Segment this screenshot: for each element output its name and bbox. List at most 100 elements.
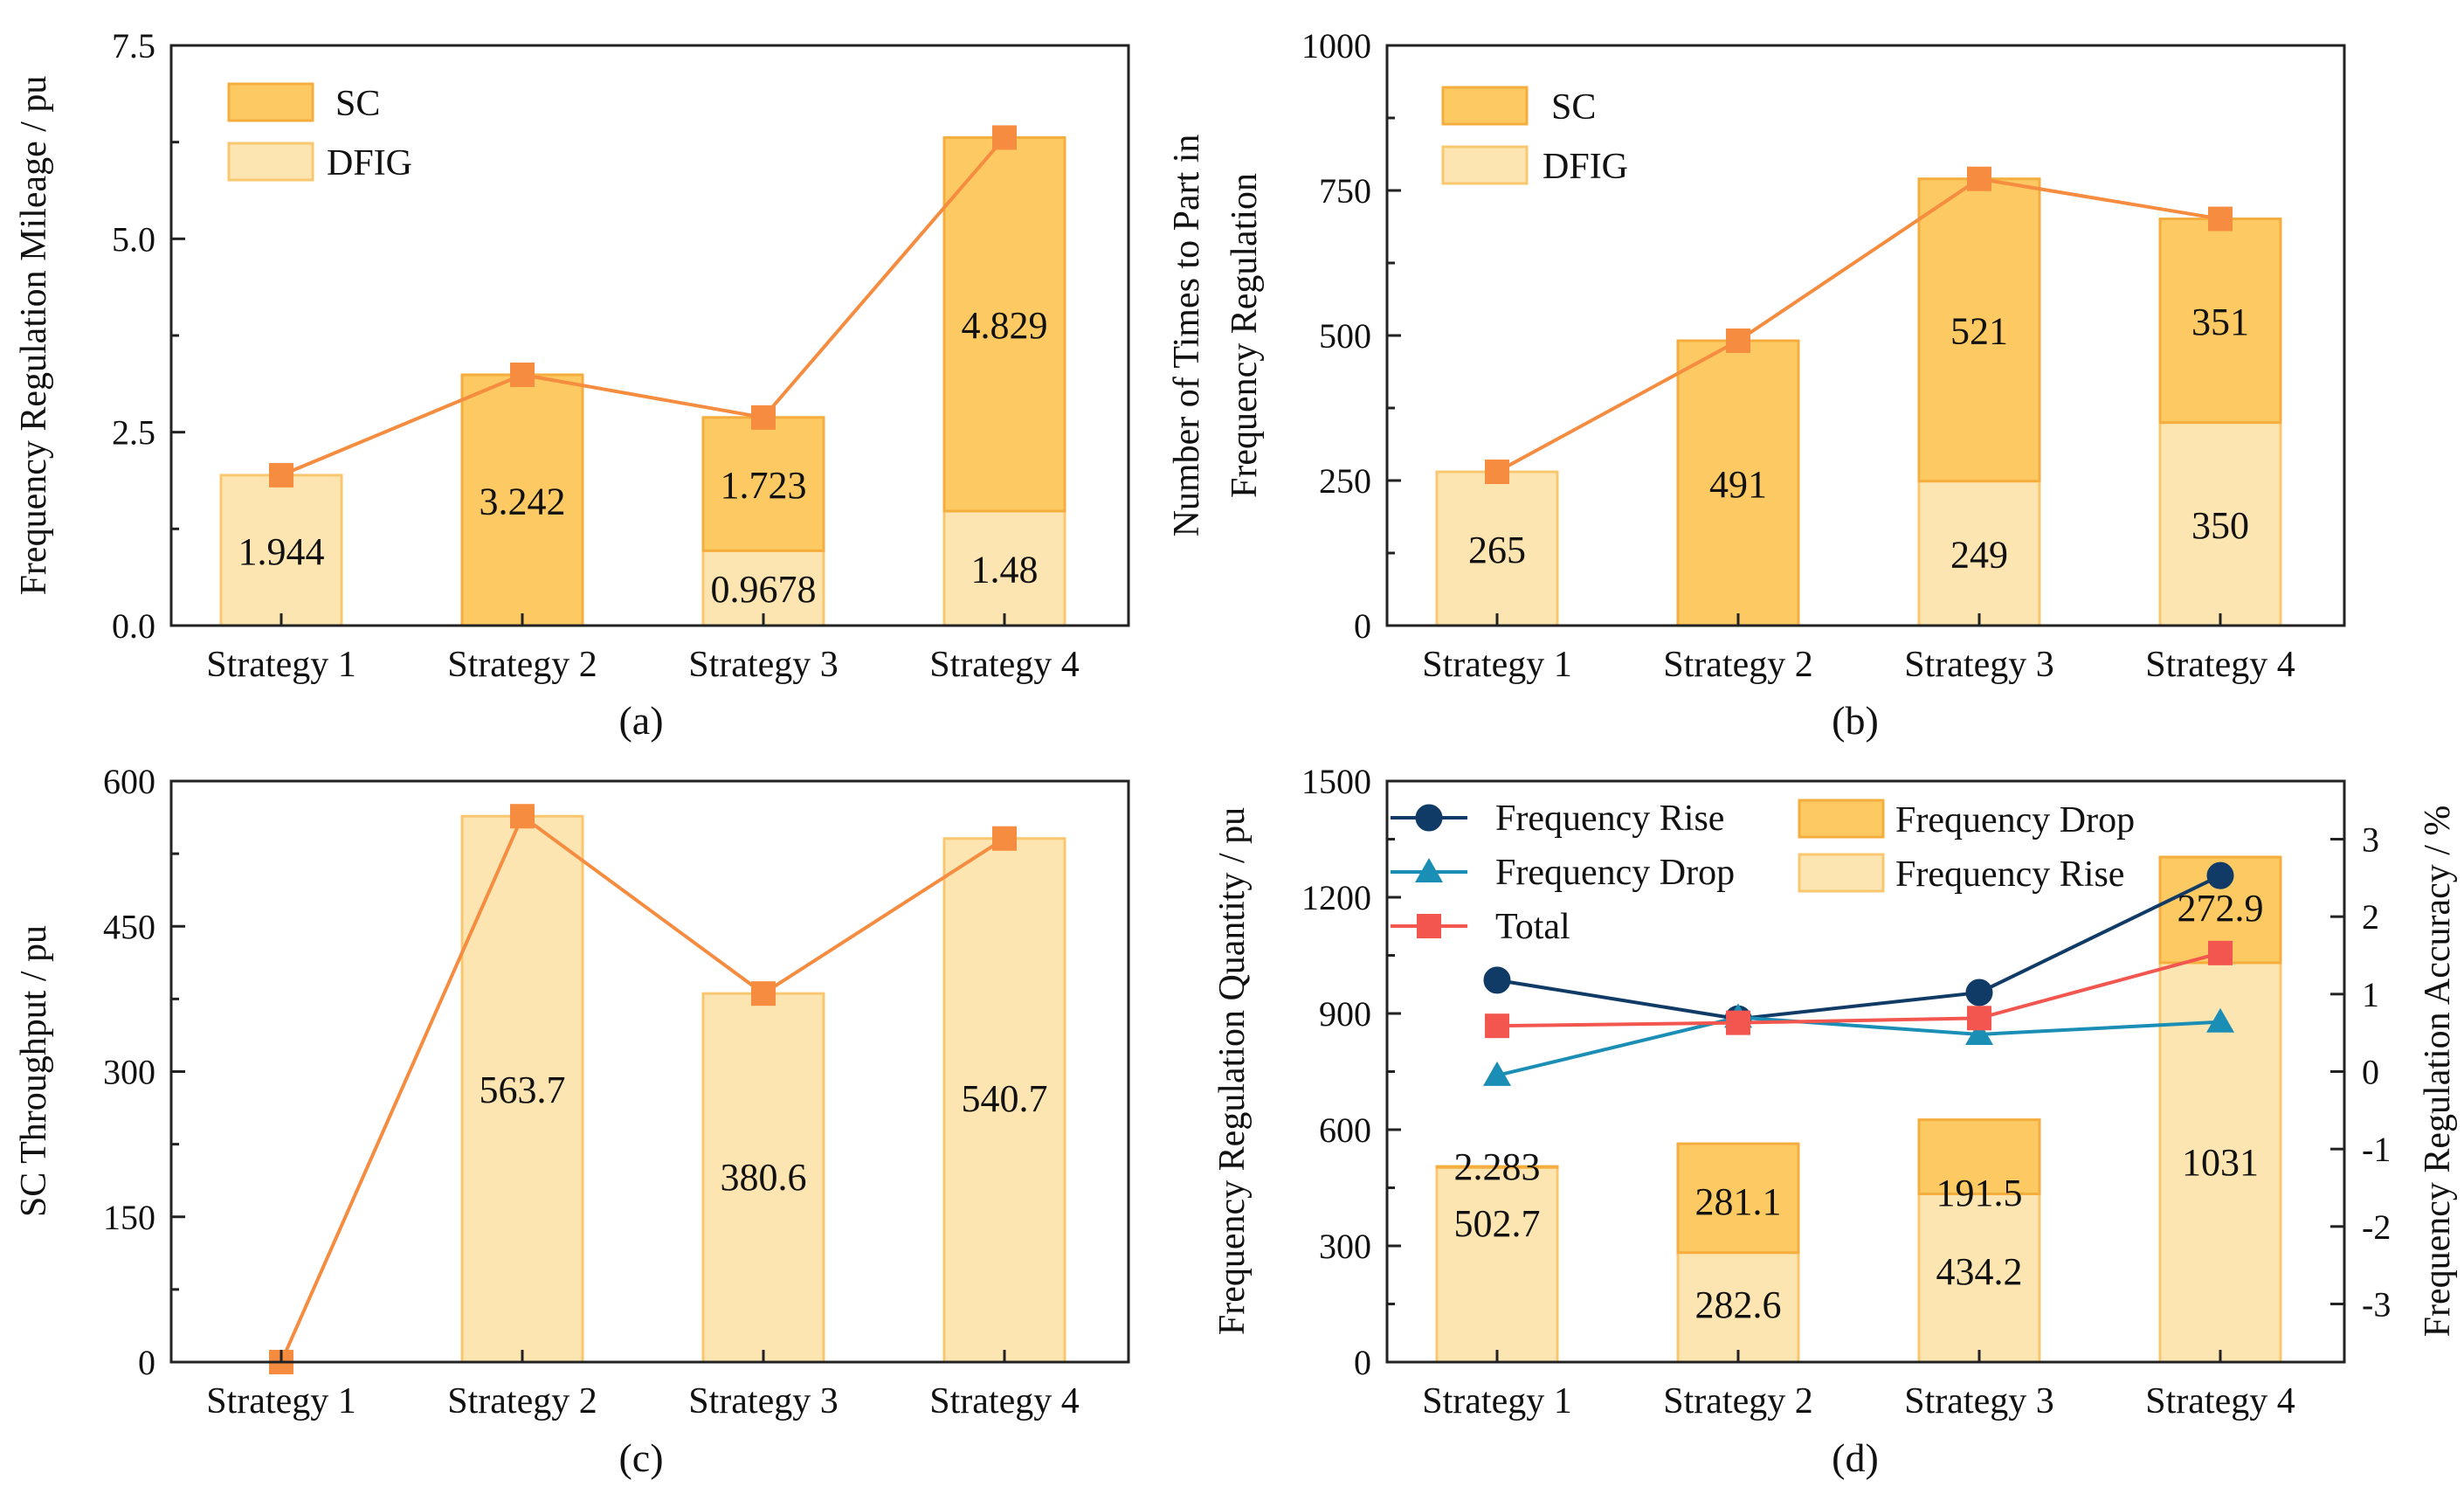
y2-tick-label: 1 xyxy=(2362,975,2379,1014)
y-axis-title: Frequency Regulation Mileage / pu xyxy=(14,76,54,596)
bar-dfig xyxy=(219,474,343,627)
x-tick-label: Strategy 1 xyxy=(1422,1381,1571,1421)
x-tick-label: Strategy 1 xyxy=(206,1381,355,1421)
bar-sc xyxy=(942,135,1066,513)
x-tick-label: Strategy 4 xyxy=(2145,1381,2295,1421)
data-label-dfig: 1.944 xyxy=(238,530,325,573)
legend-label: Frequency Drop xyxy=(1495,853,1735,893)
accuracy-marker xyxy=(1485,1013,1509,1039)
bar-sc xyxy=(1917,177,2041,483)
data-label-drop: 191.5 xyxy=(1936,1172,2023,1214)
accuracy-marker xyxy=(2206,1007,2234,1033)
data-label-sc: 491 xyxy=(1709,463,1767,506)
line-marker xyxy=(1967,166,1991,191)
y-tick-label: 0 xyxy=(1354,606,1371,646)
y-tick-label: 300 xyxy=(103,1053,155,1092)
data-label-dfig: 0.9678 xyxy=(711,568,817,611)
data-label-sc: 521 xyxy=(1950,310,2008,353)
legend-label-sc: SC xyxy=(335,84,380,124)
y-tick-label: 7.5 xyxy=(112,26,155,66)
legend-swatch xyxy=(1798,853,1885,893)
panel-label: (d) xyxy=(1832,1435,1879,1480)
data-label-drop: 272.9 xyxy=(2178,887,2264,930)
line-marker xyxy=(992,826,1017,851)
line-marker xyxy=(2208,206,2233,232)
legend-swatch xyxy=(1798,799,1885,839)
accuracy-marker xyxy=(1967,1006,1991,1031)
trend-line xyxy=(280,813,1006,1363)
legend-label: Total xyxy=(1495,907,1570,947)
bar-sc-throughput xyxy=(942,837,1066,1364)
y-axis-title-line2: Frequency Regulation xyxy=(1225,173,1265,498)
accuracy-marker xyxy=(1726,1010,1750,1035)
legend-swatch-dfig xyxy=(227,142,314,182)
bar-frequency-drop xyxy=(1917,1118,2041,1196)
y-axis-title: SC Throughput / pu xyxy=(14,925,54,1217)
legend-marker xyxy=(1417,914,1441,938)
x-tick-label: Strategy 2 xyxy=(1663,1381,1812,1421)
legend-label-dfig: DFIG xyxy=(1543,147,1628,187)
data-label-dfig: 249 xyxy=(1950,533,2008,576)
data-label-rise: 502.7 xyxy=(1454,1202,1541,1245)
x-tick-label: Strategy 2 xyxy=(1663,645,1812,685)
accuracy-marker xyxy=(1965,1020,1993,1045)
bar-dfig xyxy=(1917,480,2041,627)
y-tick-label: 0 xyxy=(1354,1343,1371,1382)
data-label-dfig: 1.48 xyxy=(971,548,1039,591)
legend-label: Frequency Rise xyxy=(1895,854,2124,895)
y2-tick-label: -1 xyxy=(2362,1130,2391,1169)
y-tick-label: 750 xyxy=(1319,171,1371,211)
x-tick-label: Strategy 2 xyxy=(447,1381,597,1421)
y-tick-label: 300 xyxy=(1319,1227,1371,1266)
data-label: 380.6 xyxy=(721,1156,807,1199)
legend-label-sc: SC xyxy=(1551,87,1596,128)
x-tick-label: Strategy 3 xyxy=(1904,645,2053,685)
line-marker xyxy=(1726,328,1750,353)
bar-sc xyxy=(460,373,584,627)
accuracy-line-frequency-rise xyxy=(1496,874,2221,1021)
accuracy-marker xyxy=(2208,940,2233,965)
y-axis-title-line1: Number of Times to Part in xyxy=(1167,135,1207,537)
y2-tick-label: 2 xyxy=(2362,897,2379,937)
legend-swatch-dfig xyxy=(1441,145,1529,185)
data-label-rise: 434.2 xyxy=(1936,1250,2023,1293)
x-tick-label: Strategy 1 xyxy=(1422,645,1571,685)
data-label-rise: 282.6 xyxy=(1695,1283,1782,1326)
accuracy-marker xyxy=(1483,966,1511,994)
bar-sc xyxy=(701,416,825,552)
accuracy-line-frequency-drop xyxy=(1496,1015,2221,1077)
accuracy-line-total xyxy=(1496,951,2221,1028)
bar-dfig xyxy=(1435,470,1559,627)
accuracy-marker xyxy=(2206,861,2234,889)
x-tick-label: Strategy 4 xyxy=(2145,645,2295,685)
trend-line xyxy=(280,136,1006,477)
y-tick-label: 250 xyxy=(1319,461,1371,501)
legend-swatch-sc xyxy=(227,82,314,122)
y2-axis-title: Frequency Regulation Accuracy / % xyxy=(2418,806,2458,1338)
x-tick-label: Strategy 3 xyxy=(688,1381,838,1421)
line-marker xyxy=(510,804,535,829)
data-label-sc: 4.829 xyxy=(962,304,1048,347)
legend-swatch-sc xyxy=(1441,86,1529,126)
x-tick-label: Strategy 4 xyxy=(929,645,1079,685)
y-tick-label: 5.0 xyxy=(112,219,155,259)
y-tick-label: 150 xyxy=(103,1198,155,1237)
y-tick-label: 600 xyxy=(103,762,155,801)
data-label-dfig: 350 xyxy=(2191,504,2249,547)
legend-marker xyxy=(1415,858,1443,882)
data-label-sc: 3.242 xyxy=(480,480,566,522)
y-tick-label: 600 xyxy=(1319,1110,1371,1150)
legend-marker xyxy=(1415,804,1443,832)
legend-label: Frequency Drop xyxy=(1895,800,2135,840)
panel-label: (b) xyxy=(1832,698,1879,743)
y-axis-title: Frequency Regulation Quantity / pu xyxy=(1212,807,1253,1335)
y-tick-label: 450 xyxy=(103,907,155,946)
line-marker xyxy=(751,405,776,430)
accuracy-marker xyxy=(1965,979,1993,1006)
y-tick-label: 1200 xyxy=(1301,878,1371,917)
bar-sc-throughput xyxy=(701,992,825,1364)
bar-sc xyxy=(2158,218,2282,425)
x-tick-label: Strategy 4 xyxy=(929,1381,1079,1421)
y-tick-label: 0.0 xyxy=(112,606,155,646)
